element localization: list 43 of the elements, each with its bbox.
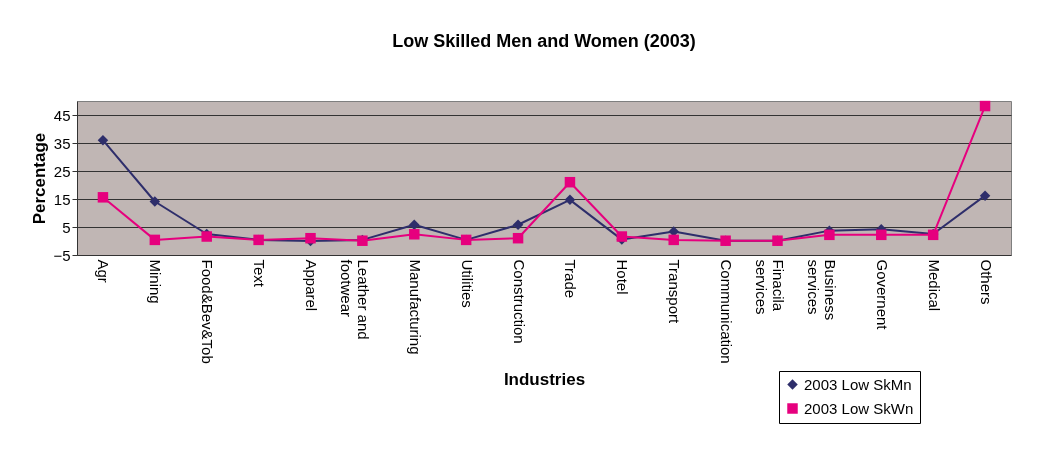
x-tick-label: Mining [147, 259, 165, 304]
x-tick-label: Apparel [303, 259, 320, 312]
y-tick-label: 45 [53, 106, 71, 124]
point [512, 232, 524, 244]
legend-label: 2003 Low SkMn [804, 375, 912, 393]
point [149, 234, 161, 246]
point [564, 194, 576, 206]
point [876, 229, 887, 241]
point [824, 229, 835, 241]
x-tick-label: Medical [925, 259, 943, 312]
x-tick-label: Finacila services [753, 259, 787, 315]
y-tick-label: 15 [53, 190, 71, 208]
y-tick-label: 35 [53, 134, 71, 152]
point [668, 234, 679, 246]
point [409, 229, 420, 240]
point [409, 219, 420, 230]
y-tick-label: −5 [53, 246, 71, 264]
y-axis-title: Percentage [30, 132, 50, 225]
point [979, 100, 991, 112]
x-tick-label: Trade [562, 259, 580, 299]
x-tick-label: Hotel [614, 259, 632, 295]
point [512, 219, 524, 230]
chart-title: Low Skilled Men and Women (2003) [392, 30, 696, 51]
point [979, 190, 991, 201]
x-tick-label: Food&Bev&Tob [199, 259, 217, 364]
x-tick-label: Leather and footwear [337, 259, 372, 340]
x-tick-label: Utilities [458, 259, 476, 308]
x-tick-label: Others [977, 259, 995, 305]
y-tick-label: 25 [53, 162, 71, 180]
x-tick-label: Construction [510, 259, 528, 344]
point [564, 176, 576, 188]
point [97, 134, 109, 146]
x-tick-label: Manufacturing [406, 259, 424, 355]
x-tick-label: Text [251, 259, 269, 288]
y-tick-label: 5 [62, 218, 71, 236]
x-tick-label: Agr [95, 259, 113, 283]
x-tick-label: Governent [873, 259, 891, 331]
point [149, 196, 161, 207]
x-tick-label: Transport [666, 259, 684, 324]
legend-label: 2003 Low SkWn [804, 399, 914, 417]
x-tick-label: Communication [718, 259, 736, 364]
point [97, 192, 109, 203]
x-axis-title: Industries [503, 369, 586, 389]
